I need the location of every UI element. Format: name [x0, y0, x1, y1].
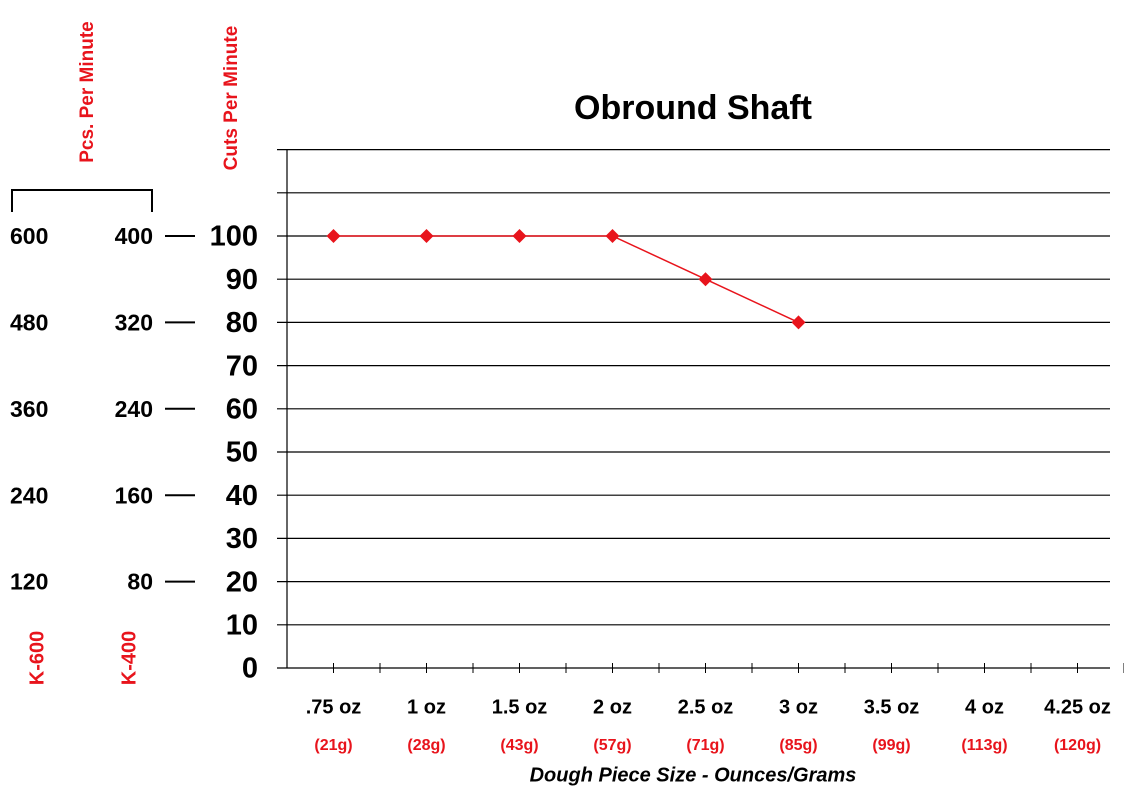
bracket	[11, 189, 153, 212]
y3-tick-label: 360	[10, 396, 48, 422]
y3-axis-name: K-600	[26, 631, 48, 685]
y-tick-label: 20	[226, 566, 258, 598]
x-tick-sublabel: (21g)	[314, 737, 352, 754]
y-tick-label: 10	[226, 609, 258, 641]
y2-axis-title: Pcs. Per Minute	[77, 21, 98, 163]
x-tick-label: .75 oz	[306, 696, 362, 718]
y2-tick-label: 160	[115, 482, 153, 508]
y-tick-label: 0	[242, 653, 258, 685]
x-tick-sublabel: (85g)	[779, 737, 817, 754]
x-tick-label: 4 oz	[965, 696, 1004, 718]
x-tick-sublabel: (57g)	[593, 737, 631, 754]
x-tick-label: 1 oz	[407, 696, 446, 718]
x-tick-label: 4.25 oz	[1044, 696, 1111, 718]
y2-tick-label: 80	[127, 569, 153, 595]
x-tick-label: 2.5 oz	[678, 696, 734, 718]
y3-tick-label: 480	[10, 309, 48, 335]
y2-tick-label: 240	[115, 396, 153, 422]
y-tick-label: 70	[226, 350, 258, 382]
x-tick-label: 2 oz	[593, 696, 632, 718]
y-tick-label: 80	[226, 307, 258, 339]
data-point	[698, 272, 713, 287]
y-tick-label: 90	[226, 264, 258, 296]
data-point	[326, 229, 341, 243]
x-tick-sublabel: (120g)	[1054, 737, 1101, 754]
x-tick-sublabel: (43g)	[500, 737, 538, 754]
y2-tick-label: 400	[115, 223, 153, 249]
x-tick-label: 1.5 oz	[492, 696, 548, 718]
x-tick-label: 3 oz	[779, 696, 818, 718]
data-point	[419, 229, 434, 243]
series-line	[333, 235, 799, 324]
y2-axis-name: K-400	[118, 631, 140, 685]
chart-title: Obround Shaft	[574, 89, 812, 127]
x-tick-sublabel: (71g)	[686, 737, 724, 754]
y-tick-label: 30	[226, 523, 258, 555]
data-point	[605, 229, 620, 243]
y-tick-label: 50	[226, 437, 258, 469]
data-point	[791, 315, 806, 330]
y3-tick-label: 120	[10, 569, 48, 595]
y-tick-label: 40	[226, 480, 258, 512]
y-tick-label: 60	[226, 393, 258, 425]
x-axis-title: Dough Piece Size - Ounces/Grams	[530, 764, 857, 786]
x-tick-label: 3.5 oz	[864, 696, 920, 718]
y-axis-title: Cuts Per Minute	[221, 26, 242, 171]
x-tick-sublabel: (113g)	[961, 737, 1007, 754]
data-point	[512, 229, 527, 243]
x-tick-sublabel: (28g)	[407, 737, 445, 754]
y2-tick-label: 320	[115, 309, 153, 335]
y3-tick-label: 600	[10, 223, 48, 249]
y3-tick-label: 240	[10, 482, 48, 508]
x-tick-sublabel: (99g)	[872, 737, 910, 754]
y-tick-label: 100	[210, 221, 258, 253]
